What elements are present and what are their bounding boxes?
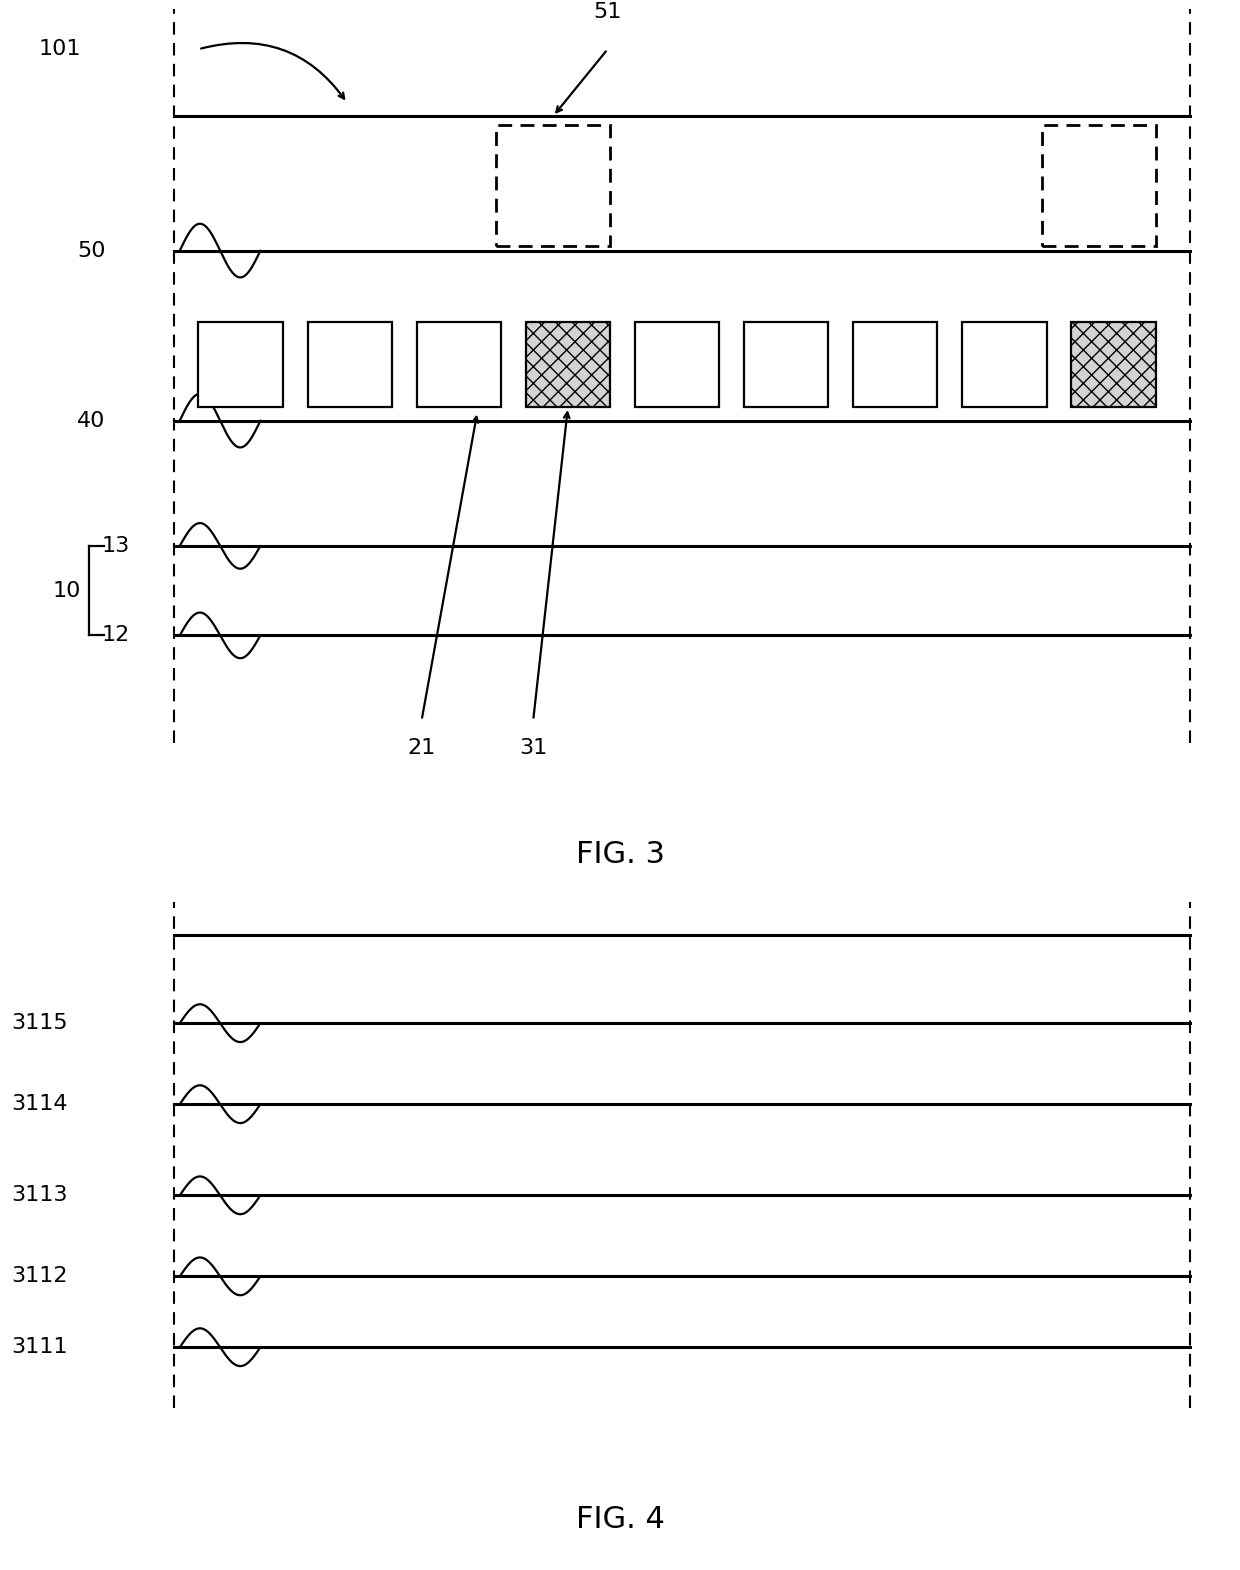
Text: 3115: 3115 <box>11 1013 68 1033</box>
Bar <box>962 322 1047 407</box>
Bar <box>635 322 719 407</box>
Text: 40: 40 <box>77 411 105 430</box>
Bar <box>198 322 283 407</box>
Text: FIG. 3: FIG. 3 <box>575 840 665 870</box>
Text: 50: 50 <box>77 240 105 261</box>
Text: 12: 12 <box>102 625 130 645</box>
Text: 3114: 3114 <box>11 1094 68 1115</box>
Text: 31: 31 <box>520 738 547 758</box>
Text: 51: 51 <box>594 3 621 22</box>
Bar <box>1042 126 1156 246</box>
Bar <box>308 322 392 407</box>
Text: 101: 101 <box>38 39 81 60</box>
Text: 3111: 3111 <box>11 1338 68 1356</box>
Bar <box>744 322 828 407</box>
Text: 3113: 3113 <box>11 1185 68 1206</box>
Text: FIG. 4: FIG. 4 <box>575 1506 665 1534</box>
Text: 13: 13 <box>102 535 130 556</box>
Bar <box>496 126 610 246</box>
Bar <box>1071 322 1156 407</box>
Text: 21: 21 <box>408 738 435 758</box>
Bar <box>526 322 610 407</box>
Bar <box>853 322 937 407</box>
Text: 3112: 3112 <box>11 1267 68 1286</box>
Bar <box>417 322 501 407</box>
Text: 10: 10 <box>52 581 81 601</box>
